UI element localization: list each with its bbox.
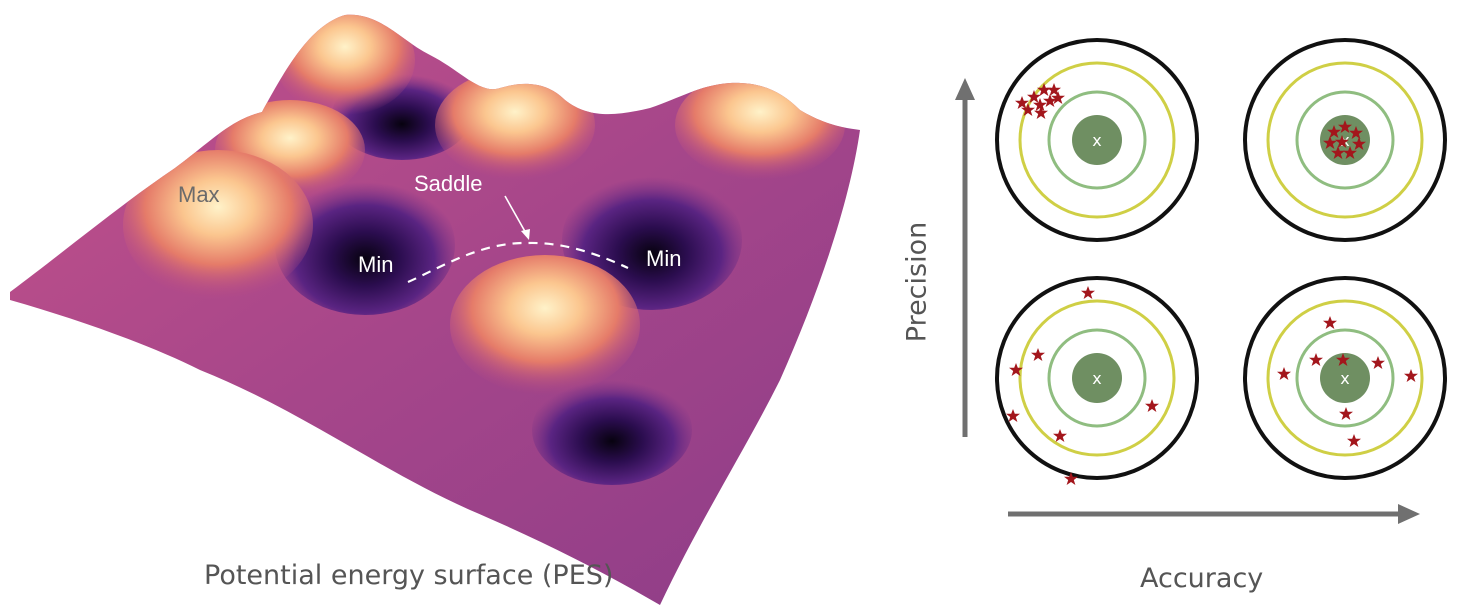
min-left-label: Min	[358, 252, 393, 277]
accuracy-axis-label: Accuracy	[1140, 563, 1264, 594]
target-bottom-left: x	[995, 276, 1199, 480]
saddle-arrowhead	[521, 229, 530, 240]
max-label: Max	[178, 182, 220, 207]
pes-surface-plot: Max Saddle Min Min	[10, 14, 860, 606]
target-top-left: x	[995, 38, 1199, 242]
saddle-path	[407, 241, 629, 284]
center-mark: x	[1340, 369, 1349, 388]
saddle-label: Saddle	[414, 171, 483, 196]
min-right-label: Min	[646, 246, 681, 271]
targets-diagram: x x	[955, 38, 1447, 524]
target-bottom-right: x	[1243, 276, 1447, 480]
precision-axis-arrowhead	[955, 78, 975, 100]
pes-panel: Max Saddle Min Min	[10, 14, 860, 606]
accuracy-axis-arrowhead	[1398, 504, 1420, 524]
accuracy-precision-panel: x x	[880, 0, 1465, 610]
pes-caption: Potential energy surface (PES)	[204, 560, 614, 591]
center-mark: x	[1092, 131, 1101, 150]
precision-axis-label: Precision	[901, 221, 933, 343]
saddle-arrow	[504, 195, 528, 236]
center-mark: x	[1092, 369, 1101, 388]
